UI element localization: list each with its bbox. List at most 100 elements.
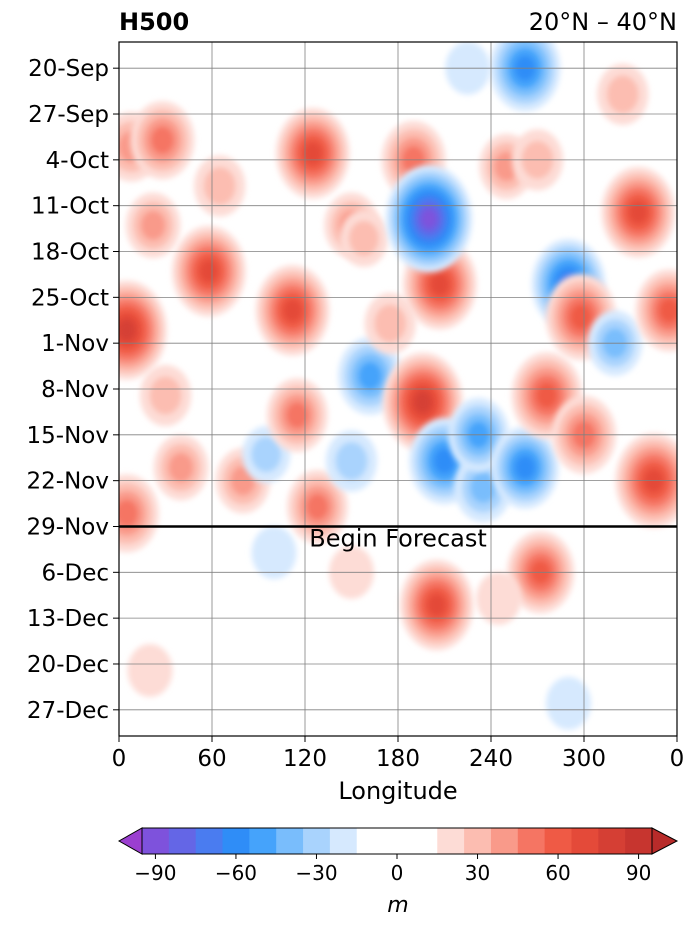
- x-axis-label: Longitude: [338, 777, 457, 805]
- colorbar-segment: [517, 828, 546, 854]
- colorbar-segment: [168, 828, 197, 854]
- y-tick-label: 27-Dec: [27, 698, 109, 724]
- anomaly-contour: [515, 455, 535, 480]
- x-tick-label: 0: [670, 746, 685, 772]
- anomaly-blob: [127, 644, 173, 697]
- x-tick-label: 60: [197, 746, 226, 772]
- y-tick-label: 22-Nov: [27, 469, 109, 495]
- y-tick-label: 29-Nov: [27, 514, 109, 540]
- colorbar-extend-min: [117, 827, 143, 855]
- anomaly-blob: [125, 192, 181, 259]
- colorbar-segment: [490, 828, 519, 854]
- colorbar: −90 −60 −30 0 30 60 90: [117, 827, 679, 885]
- anomaly-contour: [119, 499, 138, 527]
- y-tick-label: 1-Nov: [41, 331, 109, 357]
- anomaly-blob: [139, 364, 192, 427]
- x-tick-label: 300: [562, 746, 606, 772]
- anomaly-contour: [127, 644, 173, 697]
- anomaly-blob: [325, 430, 378, 492]
- colorbar-segment: [249, 828, 277, 854]
- y-tick-label: 18-Oct: [31, 240, 109, 266]
- anomaly-blob: [153, 434, 209, 501]
- anomaly-contour: [476, 572, 522, 625]
- colorbar-segment: [303, 828, 331, 854]
- anomaly-contour: [546, 676, 591, 730]
- anomaly-blob: [275, 108, 350, 199]
- colorbar-extend-max: [651, 827, 679, 855]
- x-tick-label: 180: [376, 746, 420, 772]
- chart-title-right: 20°N – 40°N: [529, 8, 677, 36]
- anomaly-blob: [130, 101, 195, 180]
- anomaly-contour: [303, 142, 322, 165]
- chart-title-left: H500: [119, 8, 189, 36]
- anomaly-contour: [286, 402, 308, 429]
- anomaly-contour: [203, 167, 236, 205]
- anomaly-blob: [399, 559, 474, 651]
- anomaly-contour: [335, 442, 368, 480]
- anomaly-contour: [570, 304, 591, 330]
- anomaly-blob: [119, 280, 167, 380]
- colorbar-segment: [222, 828, 250, 854]
- y-tick-label: 20-Sep: [28, 56, 109, 82]
- colorbar-tick-label: −60: [215, 861, 257, 885]
- anomaly-contour: [420, 208, 438, 229]
- colorbar-segment: [437, 828, 465, 854]
- anomaly-contour: [470, 471, 497, 503]
- anomaly-contour: [430, 273, 449, 296]
- anomaly-contour: [434, 448, 455, 474]
- colorbar-segment: [195, 828, 224, 854]
- anomaly-contour: [168, 453, 194, 483]
- colorbar-segment: [276, 828, 304, 854]
- anomaly-blob: [251, 526, 297, 580]
- anomaly-contour: [349, 220, 379, 256]
- anomaly-contour: [141, 210, 166, 240]
- colorbar-tick-label: 30: [465, 861, 490, 885]
- y-tick-label: 20-Dec: [27, 652, 109, 678]
- x-tick-label: 120: [283, 746, 327, 772]
- anomaly-contour: [251, 436, 282, 473]
- colorbar-segment: [571, 828, 599, 854]
- forecast-label: Begin Forecast: [309, 524, 487, 552]
- anomaly-contour: [119, 319, 136, 341]
- anomaly-contour: [251, 526, 297, 580]
- y-tick-label: 25-Oct: [31, 285, 109, 311]
- x-tick-label: 240: [469, 746, 513, 772]
- anomaly-contour: [536, 383, 557, 408]
- colorbar-label: m: [387, 893, 408, 918]
- anomaly-blob: [194, 155, 246, 217]
- y-axis: 20-Sep 27-Sep 4-Oct 11-Oct 18-Oct 25-Oct 1-Nov…: [27, 56, 119, 724]
- anomaly-blob: [546, 676, 591, 730]
- y-tick-label: 15-Nov: [27, 423, 109, 449]
- anomaly-contour: [374, 304, 407, 343]
- anomaly-contour: [659, 298, 677, 323]
- anomaly-contour: [629, 201, 648, 224]
- colorbar-segment: [329, 828, 358, 854]
- anomaly-blob: [255, 265, 330, 356]
- anomaly-blob: [338, 336, 403, 415]
- anomaly-blob: [339, 209, 388, 267]
- colorbar-segment: [544, 828, 572, 854]
- anomaly-contour: [306, 494, 328, 520]
- colorbar-tick-label: 60: [545, 861, 570, 885]
- colorbar-segment: [625, 828, 653, 854]
- y-tick-label: 11-Oct: [31, 194, 109, 220]
- x-axis: 0 60 120 180 240 300 0: [112, 736, 685, 772]
- anomaly-contour: [414, 391, 432, 413]
- anomaly-contour: [427, 594, 446, 617]
- anomaly-blob: [119, 474, 159, 553]
- colorbar-segment: [142, 828, 170, 854]
- colorbar-segment: [464, 828, 492, 854]
- y-tick-label: 27-Sep: [28, 102, 109, 128]
- anomaly-contour: [199, 260, 218, 283]
- colorbar-segment: [598, 828, 626, 854]
- anomaly-contour: [358, 362, 382, 390]
- anomaly-blob: [489, 42, 561, 112]
- anomaly-blob: [172, 225, 246, 317]
- anomaly-contour: [606, 75, 639, 114]
- y-tick-label: 4-Oct: [46, 148, 109, 174]
- anomaly-blob: [266, 378, 328, 453]
- colorbar-segment: [356, 828, 438, 854]
- anomaly-blob: [385, 165, 473, 273]
- anomaly-blob: [476, 572, 522, 625]
